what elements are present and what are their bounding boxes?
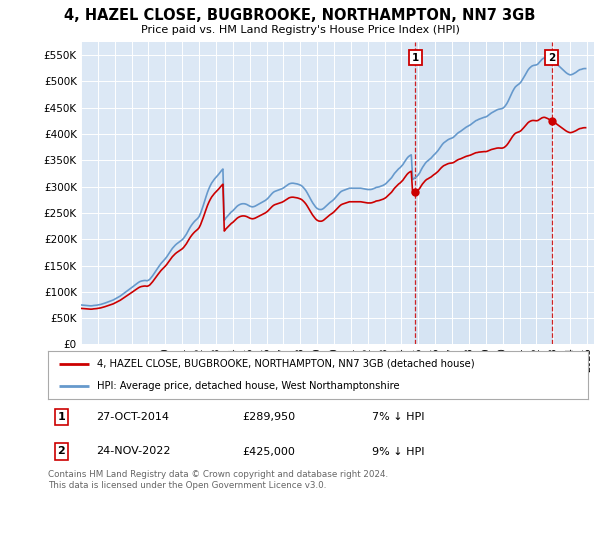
Text: 4, HAZEL CLOSE, BUGBROOKE, NORTHAMPTON, NN7 3GB: 4, HAZEL CLOSE, BUGBROOKE, NORTHAMPTON, … <box>64 8 536 24</box>
Text: 9% ↓ HPI: 9% ↓ HPI <box>372 446 425 456</box>
Text: 27-OCT-2014: 27-OCT-2014 <box>97 412 170 422</box>
Text: 4, HAZEL CLOSE, BUGBROOKE, NORTHAMPTON, NN7 3GB (detached house): 4, HAZEL CLOSE, BUGBROOKE, NORTHAMPTON, … <box>97 359 474 369</box>
Text: £425,000: £425,000 <box>242 446 295 456</box>
Text: 24-NOV-2022: 24-NOV-2022 <box>97 446 171 456</box>
Text: HPI: Average price, detached house, West Northamptonshire: HPI: Average price, detached house, West… <box>97 381 399 391</box>
Text: 1: 1 <box>58 412 65 422</box>
Text: 7% ↓ HPI: 7% ↓ HPI <box>372 412 425 422</box>
Text: Contains HM Land Registry data © Crown copyright and database right 2024.
This d: Contains HM Land Registry data © Crown c… <box>48 470 388 490</box>
Text: £289,950: £289,950 <box>242 412 296 422</box>
Bar <box>415 42 551 344</box>
Text: 1: 1 <box>412 53 419 63</box>
Text: 2: 2 <box>58 446 65 456</box>
Text: Price paid vs. HM Land Registry's House Price Index (HPI): Price paid vs. HM Land Registry's House … <box>140 25 460 35</box>
Text: 2: 2 <box>548 53 555 63</box>
